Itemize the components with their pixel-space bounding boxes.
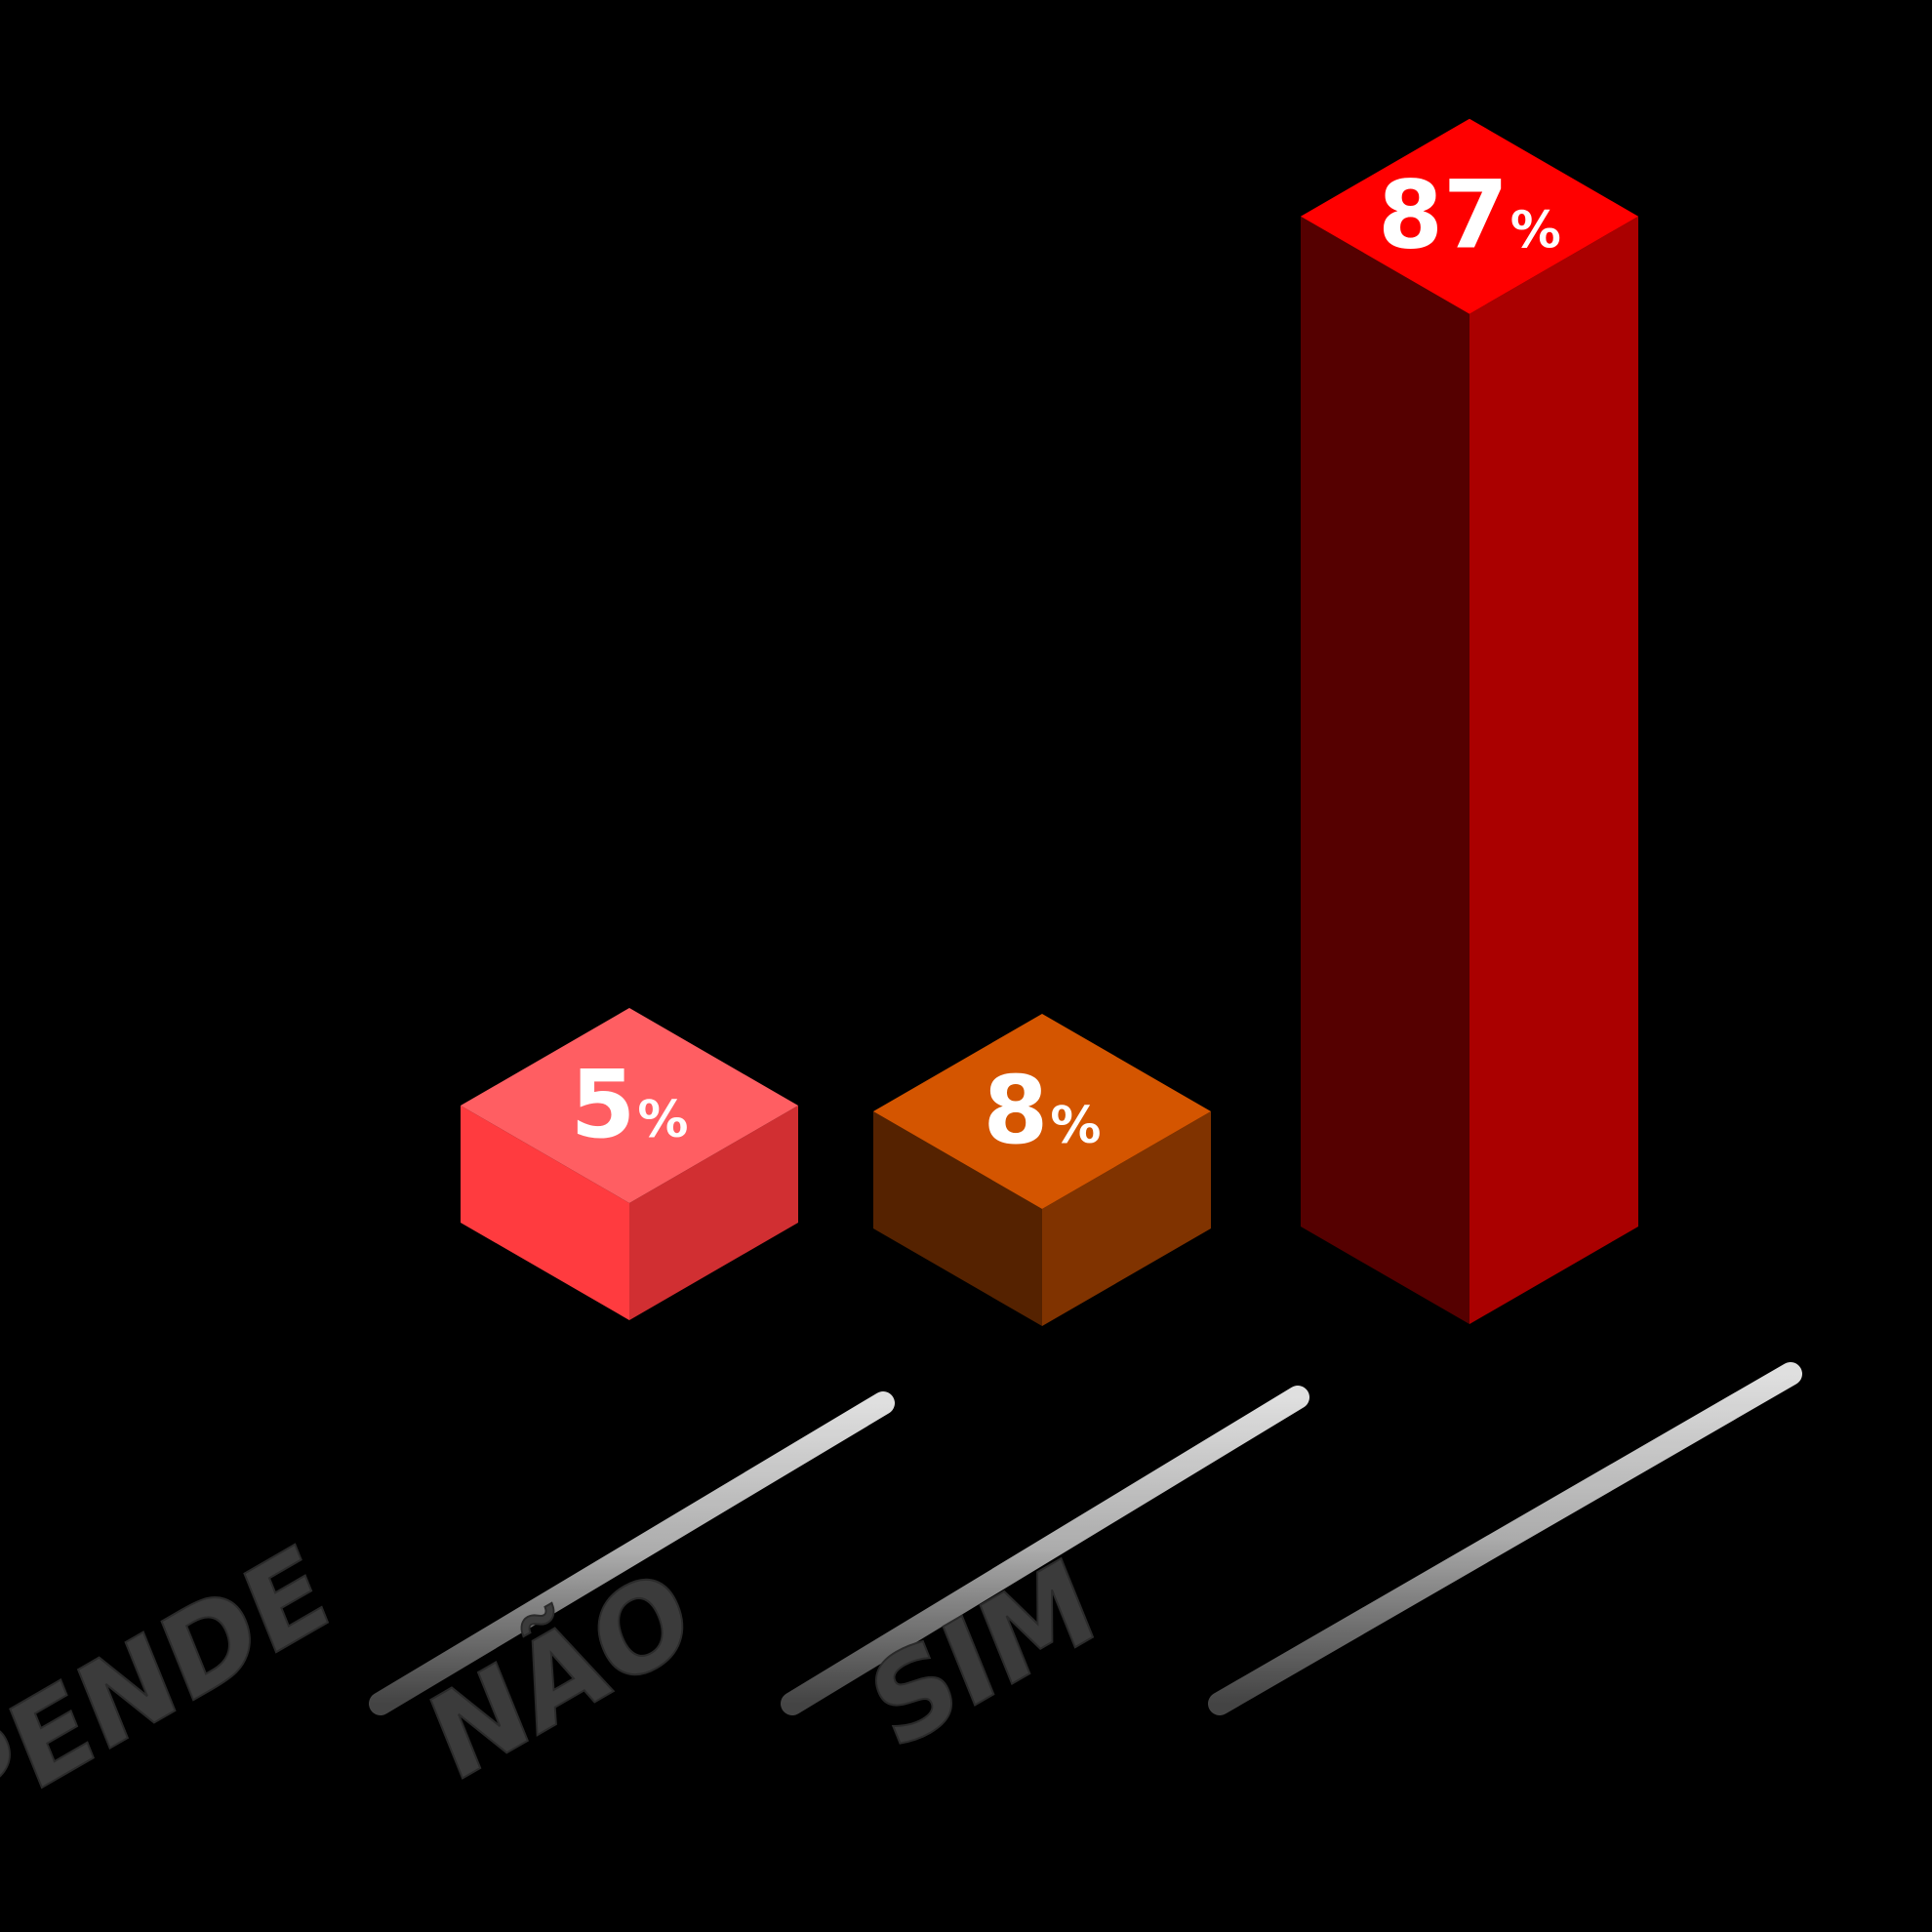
bar-value-label: 87% [1378, 161, 1561, 270]
bar-value-label: 5% [571, 1050, 689, 1159]
bar-front-face [873, 1111, 1042, 1326]
floor-rails [369, 1362, 1802, 1715]
bar: 8% [873, 1014, 1211, 1326]
bars: 5% 8% 87% [461, 118, 1638, 1326]
bar: 5% [461, 1008, 798, 1320]
bar-side-face [1469, 216, 1638, 1325]
bar-side-face [1042, 1111, 1211, 1326]
bar: 87% [1301, 118, 1638, 1325]
bar-front-face [461, 1106, 629, 1320]
floor-rail [1208, 1362, 1802, 1715]
bar-side-face [629, 1106, 798, 1320]
category-labels: DEPENDE NÃO SIM [0, 1517, 1113, 1932]
bar-front-face [1301, 216, 1469, 1325]
bar-top-face [1301, 118, 1638, 314]
bar-top-face [461, 1008, 798, 1203]
category-label: NÃO [412, 1540, 708, 1809]
category-label: SIM [854, 1532, 1112, 1778]
category-label: DEPENDE [0, 1518, 345, 1932]
floor-rail [781, 1386, 1309, 1715]
bar-value-label: 8% [984, 1056, 1102, 1165]
floor-rail [369, 1391, 895, 1715]
bar-top-face [873, 1014, 1211, 1209]
